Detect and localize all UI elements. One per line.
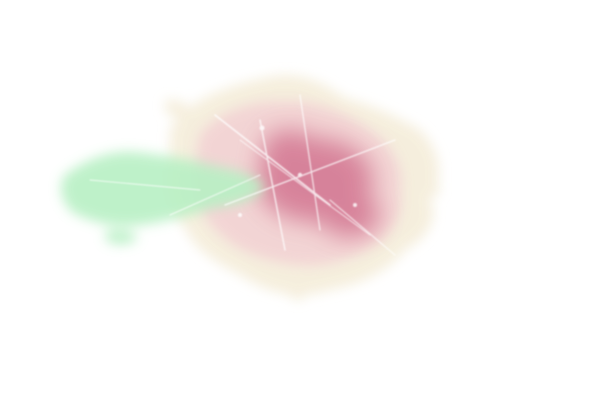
urban-fringe-region	[165, 99, 192, 118]
streak-star	[259, 125, 265, 131]
streak-star	[353, 203, 357, 207]
urban-fringe-region	[410, 160, 440, 197]
road-streak	[224, 139, 396, 206]
road-streak	[239, 139, 371, 236]
road-streaks	[89, 94, 396, 256]
road-streak	[299, 94, 321, 231]
road-streak	[329, 199, 396, 256]
western-cluster-region	[60, 151, 266, 226]
streak-star	[238, 213, 242, 217]
road-streak	[89, 179, 201, 191]
western-cluster-region	[105, 230, 138, 245]
streak-star	[297, 172, 303, 178]
core-hotspot-region	[262, 130, 318, 170]
western-cluster-layer	[60, 151, 266, 245]
core-hotspot-region	[320, 193, 380, 237]
road-streak	[169, 174, 261, 216]
road-streak	[259, 119, 286, 251]
road-streak	[214, 114, 331, 206]
urban-fringe-region	[284, 270, 305, 301]
